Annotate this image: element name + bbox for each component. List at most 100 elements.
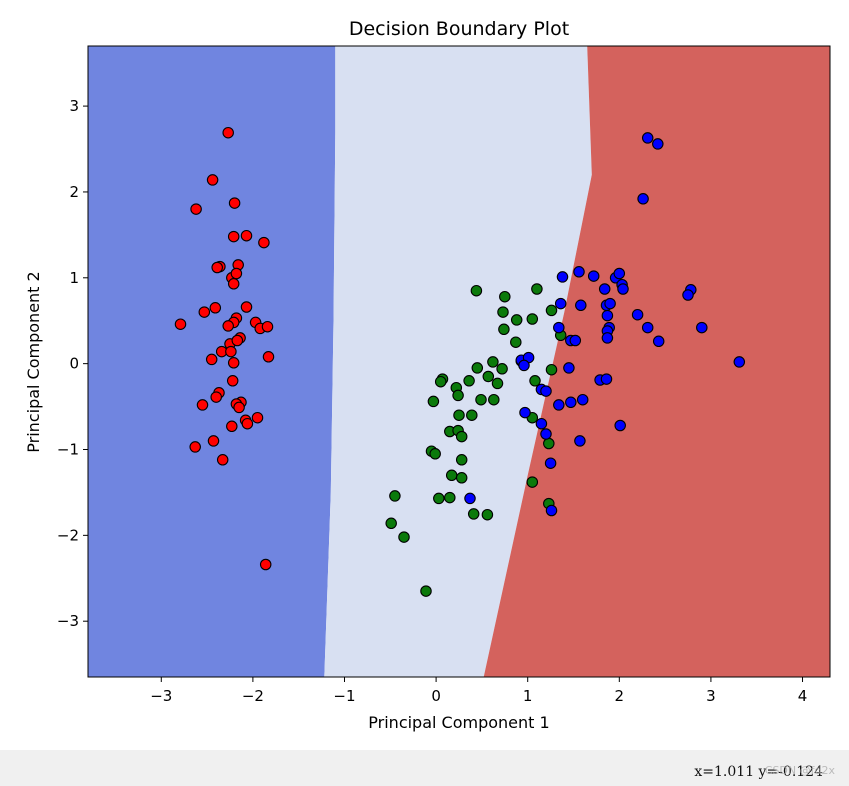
data-point-class-2: [614, 419, 626, 432]
data-point-class-2: [601, 309, 614, 322]
data-point-class-1: [455, 454, 468, 466]
data-point-class-0: [262, 351, 275, 363]
decision-region-class-2-region: [483, 46, 830, 677]
data-point-class-1: [429, 448, 441, 460]
data-point-class-1: [529, 375, 541, 387]
data-point-class-2: [576, 393, 589, 406]
data-point-class-1: [467, 508, 480, 520]
data-point-class-1: [510, 336, 522, 348]
data-point-class-1: [427, 395, 440, 408]
data-point-class-1: [466, 409, 478, 421]
data-point-class-2: [604, 297, 616, 310]
data-point-class-0: [206, 174, 219, 186]
data-point-class-1: [420, 585, 432, 597]
data-point-class-0: [196, 399, 209, 411]
data-point-class-2: [601, 332, 614, 344]
data-point-class-2: [464, 492, 476, 505]
data-point-class-1: [434, 375, 447, 388]
data-point-class-0: [240, 301, 253, 313]
plot-frame: [87, 45, 831, 678]
data-point-class-1: [526, 476, 539, 488]
data-point-class-0: [228, 197, 241, 209]
x-tick-label: 1: [523, 687, 533, 705]
data-point-class-1: [545, 363, 558, 376]
data-point-class-1: [497, 306, 509, 318]
series-class-1: [385, 283, 567, 597]
data-point-class-1: [455, 430, 468, 443]
y-tick-label: 1: [69, 269, 79, 287]
data-point-class-2: [535, 417, 548, 430]
data-point-class-0: [198, 306, 211, 318]
data-point-class-1: [531, 283, 543, 295]
data-point-class-0: [209, 302, 222, 314]
data-point-class-1: [487, 356, 499, 368]
data-point-class-2: [545, 504, 558, 517]
y-axis-label: Principal Component 2: [24, 271, 43, 452]
data-point-class-1: [526, 313, 539, 325]
data-point-class-2: [682, 289, 694, 301]
data-point-class-2: [554, 297, 567, 310]
data-point-class-1: [491, 377, 504, 390]
data-point-class-0: [241, 417, 254, 430]
data-point-class-1: [545, 304, 558, 317]
data-point-class-0: [226, 375, 239, 387]
data-point-class-0: [240, 229, 253, 242]
y-tick-label: 0: [69, 355, 79, 373]
data-point-class-1: [445, 469, 458, 482]
data-point-class-0: [251, 411, 264, 424]
data-point-class-0: [227, 357, 240, 369]
data-point-class-1: [496, 363, 508, 375]
data-point-class-2: [553, 321, 565, 334]
data-point-class-1: [444, 491, 456, 504]
data-point-class-2: [569, 334, 582, 347]
chart-title: Decision Boundary Plot: [349, 18, 569, 40]
x-tick-label: 0: [431, 687, 441, 705]
y-tick-label: −3: [57, 612, 79, 630]
data-point-class-0: [222, 320, 234, 332]
data-point-class-0: [189, 441, 201, 453]
data-point-class-2: [518, 359, 530, 372]
data-point-class-1: [498, 323, 510, 336]
y-tick-label: 2: [69, 183, 79, 201]
data-point-class-0: [210, 391, 222, 403]
data-point-class-2: [617, 283, 629, 295]
decision-boundary-figure: −3 −2 −1 0 1 2 3 4 −3 −2 −1 0 1 2 3 Decision Boundary …: [0, 0, 849, 750]
data-point-class-2: [565, 396, 577, 409]
x-tick-label: 2: [615, 687, 625, 705]
data-point-class-1: [488, 393, 500, 406]
data-point-class-1: [510, 314, 523, 326]
data-point-class-0: [222, 126, 234, 139]
data-point-class-2: [556, 271, 569, 283]
data-point-class-1: [470, 284, 483, 297]
data-point-class-1: [398, 531, 410, 543]
plot-area[interactable]: [0, 0, 849, 750]
data-point-class-2: [519, 406, 531, 419]
data-point-class-2: [540, 428, 552, 440]
data-point-class-2: [587, 270, 600, 282]
data-point-class-2: [696, 321, 708, 334]
x-axis-label: Principal Component 1: [368, 713, 549, 732]
data-point-class-1: [543, 437, 555, 450]
x-tick-label: 3: [706, 687, 716, 705]
data-point-class-0: [227, 230, 240, 243]
axes: −3 −2 −1 0 1 2 3 4 −3 −2 −1 0 1 2 3: [57, 45, 831, 705]
data-point-class-2: [540, 385, 552, 397]
data-point-class-0: [231, 334, 244, 347]
data-point-class-1: [481, 508, 494, 521]
data-point-class-2: [652, 335, 665, 348]
x-tick-label: 4: [798, 687, 808, 705]
data-point-class-0: [207, 435, 220, 447]
watermark: CSDN @fd2x: [764, 764, 835, 777]
y-tick-label: −2: [57, 526, 79, 544]
data-point-class-2: [637, 193, 649, 205]
data-point-class-0: [259, 558, 272, 571]
data-point-class-1: [482, 370, 495, 383]
data-point-class-2: [733, 356, 746, 368]
y-tick-label: 3: [69, 97, 79, 115]
data-point-class-2: [574, 435, 586, 447]
data-point-class-2: [652, 138, 664, 150]
data-point-class-2: [613, 267, 626, 280]
data-point-class-2: [544, 457, 557, 469]
data-point-class-2: [573, 266, 585, 278]
data-point-class-2: [563, 362, 575, 374]
